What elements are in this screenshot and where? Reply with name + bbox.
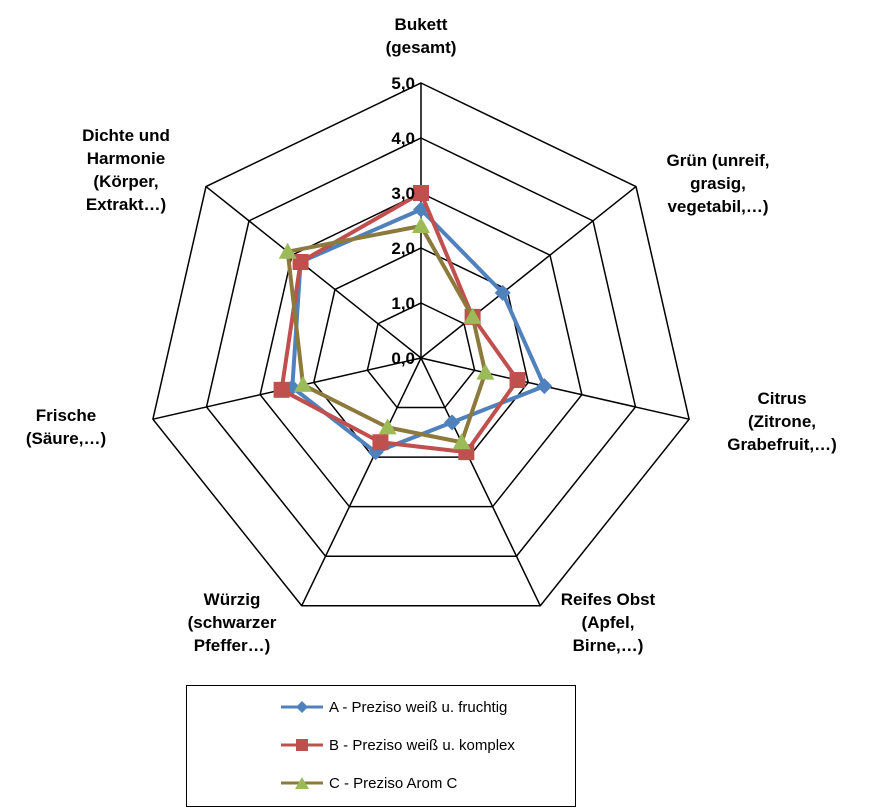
data-point <box>463 307 482 324</box>
axis-label-4: Würzig (schwarzer Pfeffer…) <box>188 590 277 655</box>
axis-label-0: Bukett (gesamt) <box>386 15 457 57</box>
grid-ring-1 <box>366 302 476 409</box>
legend-marker-b <box>281 739 323 751</box>
data-point <box>278 242 297 259</box>
data-point <box>444 414 461 431</box>
series-1 <box>273 185 526 461</box>
data-point <box>509 372 526 389</box>
spoke-3 <box>420 357 541 607</box>
legend-label-a: A - Preziso weiß u. fruchtig <box>329 698 508 716</box>
data-point <box>372 434 389 451</box>
legend-label-c: C - Preziso Arom C <box>329 774 458 792</box>
grid-ring-2 <box>312 247 530 458</box>
data-point <box>294 375 313 392</box>
spoke-6 <box>205 185 422 359</box>
axis-label-3: Reifes Obst (Apfel, Birne,…) <box>561 590 656 655</box>
tick-label: 0,0 <box>391 349 415 368</box>
legend-marker-c <box>281 777 323 789</box>
axis-labels: Bukett (gesamt) Grün (unreif, grasig, vegeta… <box>26 15 837 655</box>
axis-label-6: Dichte und Harmonie (Körper, Extrakt…) <box>82 126 170 214</box>
spoke-2 <box>420 357 690 420</box>
axis-label-5: Frische (Säure,…) <box>26 406 106 448</box>
legend-item-b: B - Preziso weiß u. komplex <box>279 732 515 758</box>
radar-grid <box>152 82 690 607</box>
data-point <box>413 185 429 201</box>
data-point <box>412 217 430 233</box>
data-point <box>292 253 309 270</box>
legend-item-a: A - Preziso weiß u. fruchtig <box>279 694 507 720</box>
data-point <box>536 378 553 395</box>
radial-tick-labels: 0,0 1,0 2,0 3,0 4,0 5,0 <box>391 74 415 368</box>
data-point <box>273 381 290 398</box>
radar-chart: 0,0 1,0 2,0 3,0 4,0 5,0 Bukett (gesamt) Grün (u… <box>26 15 837 655</box>
legend-item-c: C - Preziso Arom C <box>279 770 457 796</box>
grid-ring-5 <box>152 82 690 607</box>
tick-label: 2,0 <box>391 239 415 258</box>
data-point <box>476 363 495 380</box>
spoke-1 <box>420 185 637 359</box>
legend-marker-a <box>281 701 323 713</box>
grid-ring-4 <box>205 137 637 557</box>
legend-label-b: B - Preziso weiß u. komplex <box>329 736 515 754</box>
axis-label-1: Grün (unreif, grasig, vegetabil,…) <box>667 151 770 216</box>
legend: A - Preziso weiß u. fruchtig B - Preziso… <box>186 685 576 807</box>
radar-series <box>273 185 553 461</box>
data-point <box>452 433 471 450</box>
axis-label-2: Citrus (Zitrone, Grabefruit,…) <box>727 389 837 454</box>
series-line-1 <box>279 191 520 455</box>
tick-label: 5,0 <box>391 74 415 93</box>
grid-ring-3 <box>259 192 583 508</box>
series-2 <box>278 217 495 450</box>
radar-spokes <box>152 83 690 607</box>
data-point <box>378 418 397 435</box>
tick-label: 1,0 <box>391 294 415 313</box>
spoke-4 <box>301 357 422 607</box>
tick-label: 4,0 <box>391 129 415 148</box>
series-line-2 <box>285 224 488 445</box>
data-point <box>494 284 511 301</box>
tick-label: 3,0 <box>391 184 415 203</box>
